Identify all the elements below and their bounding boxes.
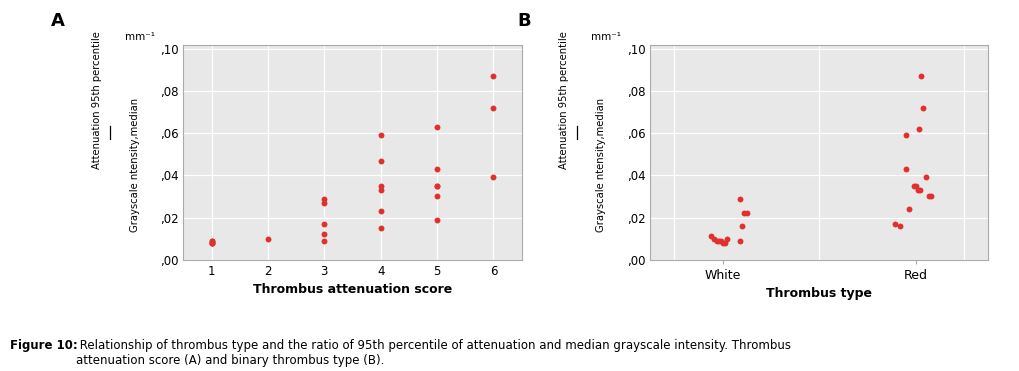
Point [912,187,928,193]
Point [898,132,914,138]
Point [917,174,933,180]
Point [429,193,445,199]
Point [485,73,501,79]
Point [908,183,924,189]
Point [923,193,940,199]
Point [204,238,220,244]
X-axis label: Thrombus attenuation score: Thrombus attenuation score [253,283,452,296]
Point [316,221,332,227]
Point [716,240,733,246]
Text: Figure 10:: Figure 10: [10,339,77,352]
Text: B: B [518,12,531,30]
Point [373,225,389,231]
Text: Relationship of thrombus type and the ratio of 95th percentile of attenuation an: Relationship of thrombus type and the ra… [76,339,792,367]
Text: A: A [51,12,65,30]
Point [429,217,445,223]
Point [706,236,722,242]
Text: mm⁻¹: mm⁻¹ [591,32,622,42]
Point [739,210,755,216]
Point [712,238,729,244]
Point [710,238,727,244]
Point [718,236,735,242]
Point [911,126,927,132]
Point [913,73,929,79]
Point [429,183,445,189]
Point [429,124,445,130]
Text: mm⁻¹: mm⁻¹ [124,32,155,42]
Point [373,208,389,214]
Point [485,174,501,180]
Point [260,236,276,242]
Text: Grayscale ntensity,median: Grayscale ntensity,median [596,98,606,232]
Point [732,196,748,201]
Point [736,210,752,216]
Point [485,105,501,111]
Point [316,238,332,244]
X-axis label: Thrombus type: Thrombus type [766,287,872,300]
Point [714,240,731,246]
Point [316,232,332,237]
Point [373,158,389,164]
Point [373,187,389,193]
Point [901,206,917,212]
Point [898,166,914,172]
Point [906,183,922,189]
Text: Grayscale ntensity,median: Grayscale ntensity,median [129,98,140,232]
Point [316,196,332,201]
Point [920,193,936,199]
Point [204,240,220,246]
Point [732,238,748,244]
Point [703,233,719,239]
Point [204,240,220,246]
Point [316,200,332,206]
Point [204,238,220,244]
Point [373,183,389,189]
Point [887,221,903,227]
Point [429,183,445,189]
Point [204,240,220,246]
Point [373,132,389,138]
Point [734,223,750,229]
Point [910,187,926,193]
Point [709,238,726,244]
Point [892,223,908,229]
Point [915,105,931,111]
Text: Attenuation 95th percentile: Attenuation 95th percentile [92,32,102,170]
Text: Attenuation 95th percentile: Attenuation 95th percentile [558,32,569,170]
Point [429,166,445,172]
